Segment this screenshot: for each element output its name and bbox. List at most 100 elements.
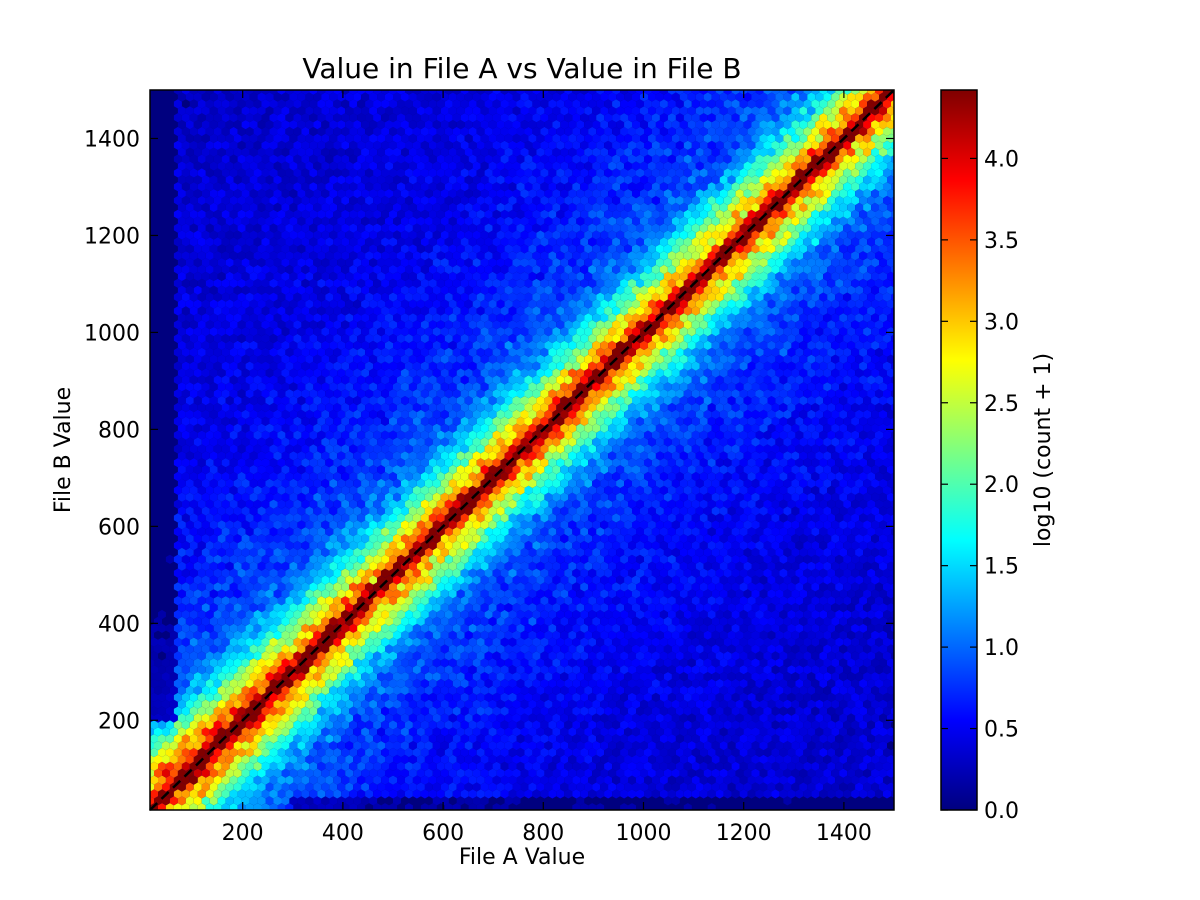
hexbin-cell bbox=[867, 734, 875, 744]
hexbin-cell bbox=[436, 720, 445, 730]
hexbin-cell bbox=[675, 775, 684, 785]
hexbin-cell bbox=[432, 727, 441, 737]
hexbin-cell bbox=[895, 713, 903, 722]
hexbin-cell bbox=[397, 747, 405, 758]
hexbin-cell bbox=[496, 713, 505, 723]
hexbin-cell bbox=[261, 789, 270, 799]
hexbin-cell bbox=[241, 782, 250, 792]
hexbin-cell bbox=[484, 747, 493, 758]
hexbin-cell bbox=[715, 734, 724, 744]
hexbin-cell bbox=[751, 754, 760, 764]
hexbin-cell bbox=[201, 727, 210, 737]
hexbin-cell bbox=[305, 727, 314, 737]
hexbin-cell bbox=[875, 775, 883, 785]
hexbin-cell bbox=[791, 810, 799, 819]
hexbin-cell bbox=[213, 747, 222, 758]
hexbin-cell bbox=[201, 713, 210, 723]
hexbin-cell bbox=[616, 741, 625, 751]
hexbin-cell bbox=[349, 803, 358, 810]
hexbin-cell bbox=[548, 747, 557, 758]
hexbin-cell bbox=[759, 782, 768, 792]
hexbin-cell bbox=[731, 789, 740, 799]
hexbin-cell bbox=[763, 720, 772, 730]
hexbin-cell bbox=[273, 754, 282, 764]
hexbin-cell bbox=[289, 796, 298, 806]
hexbin-cell bbox=[325, 789, 334, 799]
hexbin-cell bbox=[237, 720, 246, 730]
hexbin-cell bbox=[345, 727, 354, 737]
hexbin-cell bbox=[751, 741, 760, 751]
hexbin-cell bbox=[345, 782, 354, 792]
hexbin-cell bbox=[205, 734, 214, 744]
hexbin-cell bbox=[393, 796, 401, 806]
hexbin-cell bbox=[444, 803, 453, 810]
hexbin-cell bbox=[468, 789, 477, 799]
hexbin-cell bbox=[197, 706, 206, 716]
hexbin-cell bbox=[210, 810, 218, 819]
hexbin-cell bbox=[675, 720, 684, 730]
hexbin-cell bbox=[552, 768, 561, 778]
hexbin-cell bbox=[321, 713, 330, 723]
hexbin-cell bbox=[189, 720, 198, 730]
hexbin-cell bbox=[313, 796, 322, 806]
hexbin-cell bbox=[787, 734, 796, 744]
hexbin-cell bbox=[719, 782, 728, 792]
hexbin-cell bbox=[496, 782, 505, 792]
hexbin-cell bbox=[711, 768, 720, 778]
hexbin-cell bbox=[679, 741, 688, 751]
hexbin-cell bbox=[867, 747, 875, 758]
hexbin-cell bbox=[277, 775, 286, 785]
hexbin-cell bbox=[560, 754, 569, 764]
hexbin-cell bbox=[321, 796, 330, 806]
hexbin-cell bbox=[588, 803, 597, 810]
hexbin-cell bbox=[659, 720, 668, 730]
hexbin-cell bbox=[186, 810, 194, 819]
hexbin-cell bbox=[217, 782, 226, 792]
hexbin-cell bbox=[377, 713, 385, 723]
hexbin-cell bbox=[460, 734, 469, 744]
hexbin-cell bbox=[317, 775, 326, 785]
hexbin-cell bbox=[819, 734, 828, 744]
hexbin-cell bbox=[843, 747, 852, 758]
hexbin-cell bbox=[285, 789, 294, 799]
hexbin-cell bbox=[301, 720, 310, 730]
hexbin-cell bbox=[345, 796, 354, 806]
hexbin-cell bbox=[353, 768, 362, 778]
hexbin-cell bbox=[408, 782, 417, 792]
hexbin-cell bbox=[671, 727, 680, 737]
hexbin-cell bbox=[727, 768, 736, 778]
hexbin-cell bbox=[369, 810, 377, 819]
hexbin-cell bbox=[819, 761, 828, 771]
hexbin-cell bbox=[827, 789, 836, 799]
hexbin-cell bbox=[472, 727, 481, 737]
hexbin-cell bbox=[564, 747, 573, 758]
hexbin-cell bbox=[229, 775, 238, 785]
hexbin-cell bbox=[512, 796, 521, 806]
hexbin-cell bbox=[456, 796, 465, 806]
hexbin-cell bbox=[787, 789, 796, 799]
hexbin-cell bbox=[428, 789, 437, 799]
hexbin-cell bbox=[667, 747, 676, 758]
hexbin-cell bbox=[253, 775, 262, 785]
hexbin-cell bbox=[281, 768, 290, 778]
hexbin-cell bbox=[604, 734, 613, 744]
hexbin-cell bbox=[389, 803, 397, 810]
hexbin-cell bbox=[261, 720, 270, 730]
hexbin-cell bbox=[616, 782, 625, 792]
hexbin-cell bbox=[608, 754, 617, 764]
hexbin-cell bbox=[341, 734, 350, 744]
hexbin-cell bbox=[739, 720, 748, 730]
hexbin-cell bbox=[683, 789, 692, 799]
hexbin-cell bbox=[703, 741, 712, 751]
hexbin-cell bbox=[245, 789, 254, 799]
hexbin-cell bbox=[258, 810, 266, 819]
hexbin-cell bbox=[831, 782, 840, 792]
hexbin-cell bbox=[162, 782, 170, 792]
hexbin-cell bbox=[393, 754, 401, 764]
hexbin-cell bbox=[827, 734, 836, 744]
hexbin-cell bbox=[150, 741, 154, 751]
hexbin-cell bbox=[667, 720, 676, 730]
hexbin-cell bbox=[628, 775, 636, 785]
hexbin-cell bbox=[253, 761, 262, 771]
hexbin-cell bbox=[671, 713, 680, 723]
